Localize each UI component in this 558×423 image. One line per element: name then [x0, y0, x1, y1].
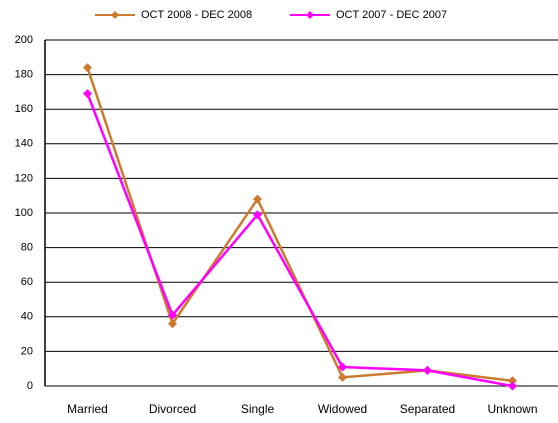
series-line: [86, 93, 513, 388]
y-tick-label: 120: [15, 172, 33, 184]
x-tick-label: Widowed: [318, 402, 367, 416]
y-tick-label: 0: [27, 380, 33, 392]
x-tick-label: Divorced: [149, 402, 196, 416]
point-marker: [83, 63, 92, 73]
y-tick-label: 100: [15, 207, 33, 219]
x-tick-label: Unknown: [487, 402, 537, 416]
y-tick-label: 180: [15, 69, 33, 81]
point-marker: [253, 210, 262, 220]
series-line: [86, 67, 513, 383]
x-tick-label: Separated: [400, 402, 455, 416]
legend-marker: [111, 11, 119, 19]
legend-label: OCT 2008 - DEC 2008: [141, 9, 252, 21]
y-tick-label: 20: [21, 345, 33, 357]
x-tick-label: Single: [241, 402, 275, 416]
point-marker: [508, 381, 517, 391]
legend-label: OCT 2007 - DEC 2007: [336, 9, 447, 21]
point-marker: [508, 376, 517, 386]
x-tick-label: Married: [67, 402, 108, 416]
legend-marker: [306, 11, 314, 19]
y-tick-label: 80: [21, 242, 33, 254]
point-marker: [253, 194, 262, 204]
y-tick-label: 200: [15, 34, 33, 46]
point-marker: [338, 362, 347, 372]
point-marker: [83, 89, 92, 99]
point-marker: [423, 365, 432, 375]
y-tick-label: 60: [21, 276, 33, 288]
point-marker: [168, 310, 177, 320]
y-tick-label: 40: [21, 311, 33, 323]
point-marker: [168, 319, 177, 329]
y-tick-label: 160: [15, 103, 33, 115]
point-marker: [338, 372, 347, 382]
y-tick-label: 140: [15, 138, 33, 150]
